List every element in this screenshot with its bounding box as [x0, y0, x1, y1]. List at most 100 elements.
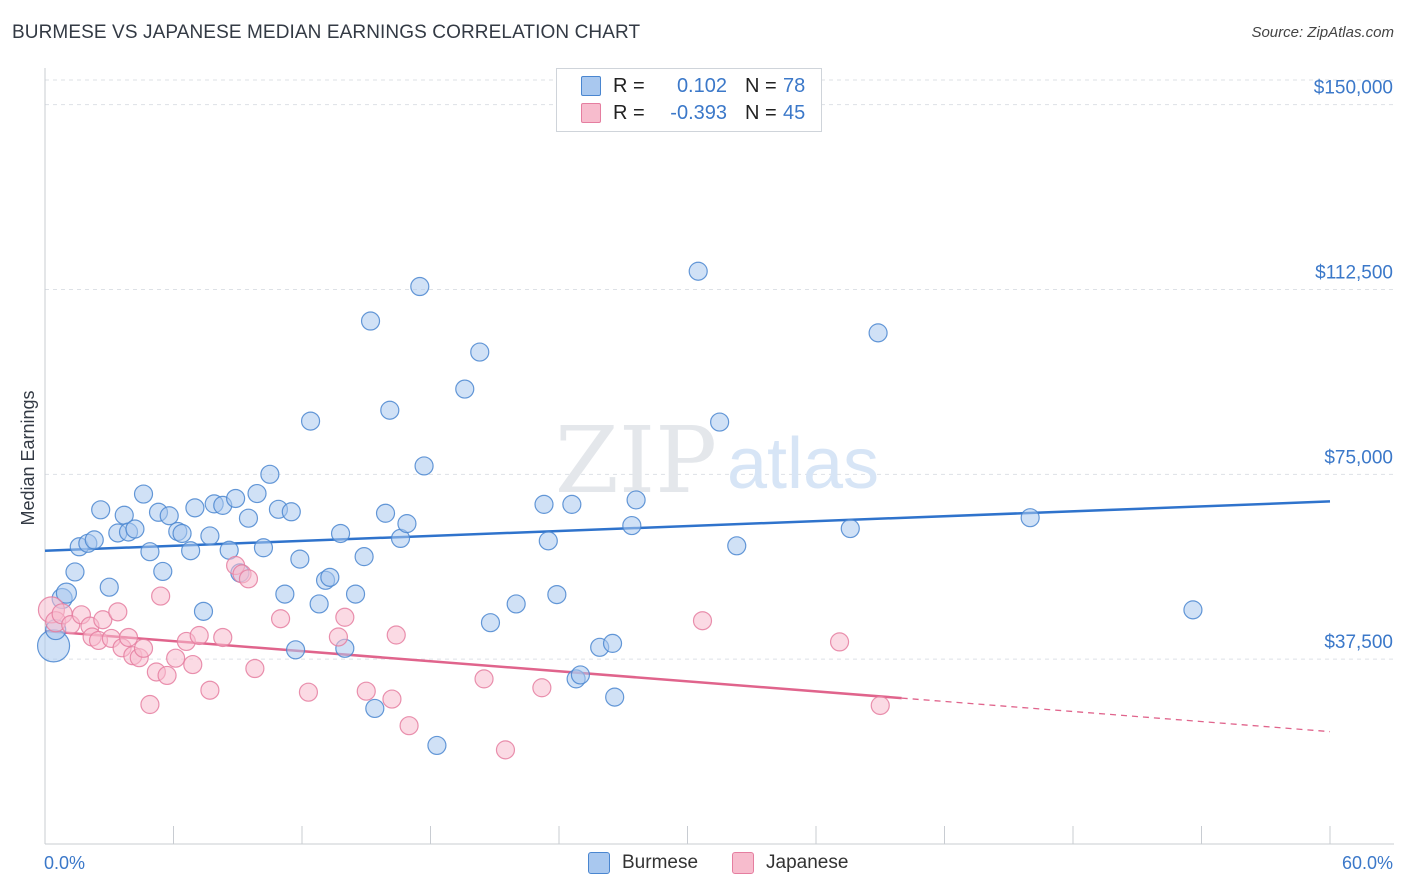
data-point — [562, 494, 582, 514]
data-point — [309, 594, 329, 614]
data-point — [298, 682, 319, 702]
data-point — [247, 483, 267, 504]
series-japanese — [37, 555, 890, 760]
trend-lines — [44, 500, 1331, 733]
legend-swatch-japanese — [581, 103, 601, 123]
data-point — [185, 498, 205, 518]
data-point — [870, 695, 890, 716]
watermark-atlas: atlas — [727, 424, 879, 504]
legend-n-label: N = — [745, 74, 777, 97]
data-point — [1183, 600, 1203, 620]
data-point — [397, 514, 417, 534]
data-point — [345, 584, 366, 604]
data-point — [193, 601, 214, 621]
data-point — [410, 276, 430, 297]
data-point — [692, 611, 713, 631]
data-point — [300, 411, 321, 431]
data-point — [829, 632, 850, 652]
data-point — [238, 508, 259, 528]
data-point — [386, 625, 406, 645]
data-point — [260, 464, 280, 484]
data-point — [382, 689, 402, 709]
data-point — [157, 665, 177, 686]
data-point — [281, 502, 301, 522]
data-point — [380, 400, 400, 420]
y-tick-label: $112,500 — [1315, 262, 1393, 283]
data-point — [245, 658, 265, 679]
data-point — [840, 518, 860, 539]
legend-item-japanese: Japanese — [732, 852, 848, 874]
data-point — [140, 542, 160, 562]
data-point — [727, 536, 747, 556]
data-point — [172, 523, 192, 544]
data-point — [151, 586, 171, 606]
legend-item-burmese: Burmese — [588, 852, 698, 874]
data-point — [290, 549, 310, 569]
legend-r-label: R = — [613, 101, 645, 124]
data-point — [480, 613, 501, 633]
data-point — [532, 678, 552, 698]
legend-r-label: R = — [613, 74, 645, 97]
x-tick-label: 0.0% — [44, 853, 85, 873]
data-point — [495, 740, 516, 760]
data-point — [455, 379, 475, 399]
series-burmese — [36, 261, 1203, 756]
data-point — [328, 627, 349, 647]
data-point — [605, 687, 625, 707]
data-point — [55, 582, 78, 604]
x-tick-label: 60.0% — [1342, 853, 1393, 873]
data-point — [427, 735, 447, 756]
correlation-legend: R = 0.102 N = 78 R = -0.393 N = 45 — [556, 68, 822, 132]
data-points — [36, 261, 1203, 760]
data-point — [183, 654, 203, 675]
legend-label-burmese: Burmese — [622, 852, 699, 873]
data-point — [125, 519, 145, 539]
legend-row-burmese: R = 0.102 N = 78 — [581, 73, 805, 99]
data-point — [688, 261, 708, 281]
legend-swatch-burmese — [588, 852, 610, 874]
data-point — [354, 547, 374, 567]
data-point — [534, 494, 554, 514]
data-point — [93, 610, 113, 630]
data-point — [159, 506, 179, 526]
data-point — [399, 716, 419, 736]
data-point — [166, 648, 186, 668]
data-point — [275, 584, 295, 604]
series-legend: Burmese Japanese — [588, 852, 882, 874]
y-tick-label: $37,500 — [1324, 632, 1393, 653]
data-point — [153, 561, 173, 582]
data-point — [238, 569, 259, 589]
data-point — [335, 607, 355, 627]
legend-label-japanese: Japanese — [766, 852, 849, 873]
data-point — [285, 640, 306, 660]
legend-swatch-japanese — [732, 852, 755, 874]
data-point — [547, 584, 567, 605]
legend-r-value: -0.393 — [670, 101, 727, 124]
data-point — [91, 500, 111, 520]
data-point — [375, 503, 396, 523]
data-point — [602, 633, 623, 653]
legend-n-value: 78 — [783, 74, 806, 97]
tick-labels: $37,500 $75,000 $112,500 $150,000 0.0% 60.0% — [44, 78, 1393, 873]
data-point — [140, 694, 160, 715]
data-point — [253, 538, 274, 558]
data-point — [320, 567, 340, 587]
data-point — [118, 627, 139, 648]
data-point — [330, 523, 351, 544]
data-point — [84, 530, 104, 550]
source-credit: Source: ZipAtlas.com — [1251, 24, 1394, 41]
data-point — [710, 412, 730, 432]
chart-title: BURMESE VS JAPANESE MEDIAN EARNINGS CORR… — [12, 22, 641, 43]
legend-r-value: 0.102 — [676, 74, 727, 97]
data-point — [133, 484, 154, 504]
data-point — [99, 577, 119, 597]
data-point — [226, 488, 246, 509]
data-point — [200, 526, 220, 546]
data-point — [538, 531, 558, 551]
y-axis-title: Median Earnings — [18, 390, 38, 525]
data-point — [570, 665, 591, 685]
data-point — [622, 515, 642, 536]
data-point — [506, 594, 526, 614]
data-point — [1020, 508, 1040, 528]
